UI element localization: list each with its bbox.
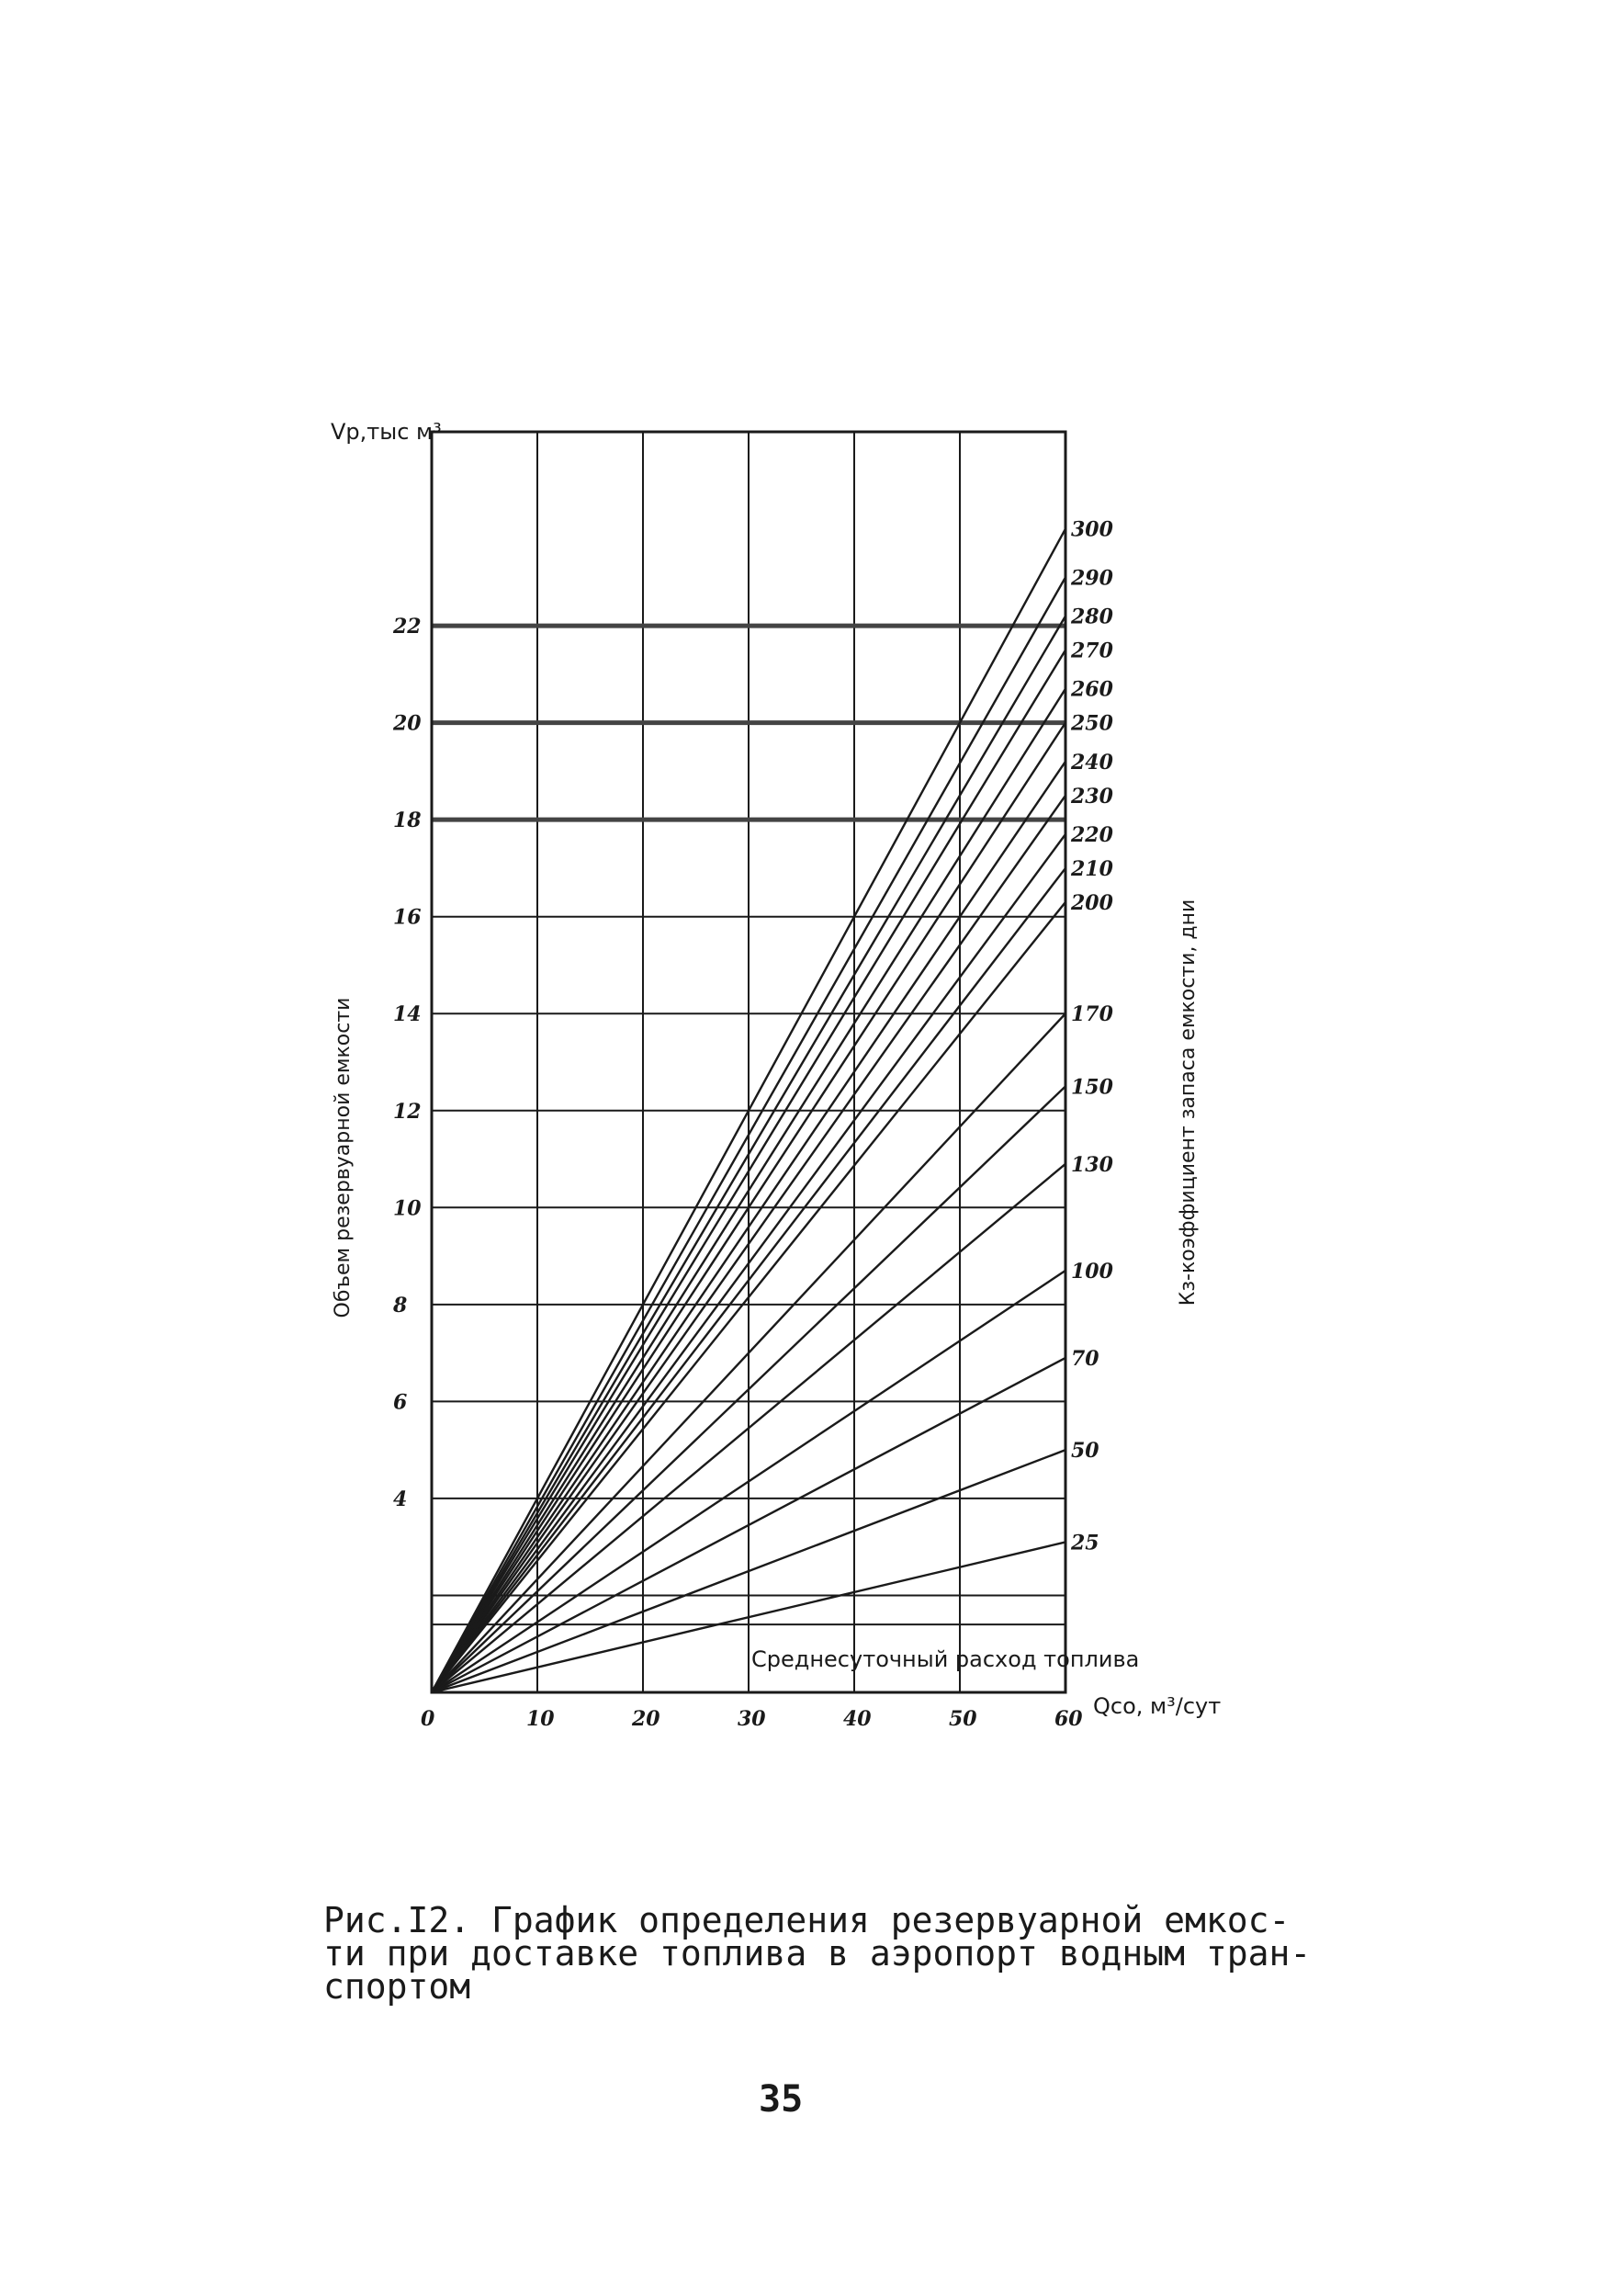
series-label-100: 100: [1071, 1260, 1114, 1284]
y-axis-label: Объем резервуарной емкости: [332, 998, 355, 1318]
series-line-280: [430, 615, 1067, 1693]
plot-frame-rect: [430, 430, 1067, 1694]
series-label-130: 130: [1071, 1153, 1114, 1177]
series-line-130: [431, 1162, 1066, 1693]
y-tick-label-22: 22: [392, 615, 422, 639]
series-line-270: [430, 649, 1067, 1693]
x-tick-label-40: 40: [843, 1707, 872, 1731]
caption-line-1: Рис.I2. График определения резервуарной …: [323, 1900, 1291, 1940]
series-line-170: [431, 1012, 1066, 1693]
series-line-150: [431, 1085, 1066, 1693]
series-line-240: [431, 761, 1066, 1693]
series-line-25: [431, 1541, 1066, 1694]
series-label-300: 300: [1071, 518, 1114, 542]
y-axis-title: Vр,тыс м³: [331, 419, 442, 445]
y-tick-label-18: 18: [393, 809, 422, 832]
series-label-250: 250: [1070, 712, 1114, 736]
x-tick-label-0: 0: [421, 1707, 435, 1731]
x-axis-label: Среднесуточный расход топлива: [751, 1646, 1139, 1672]
y-tick-label-14: 14: [393, 1002, 422, 1026]
x-tick-label-30: 30: [738, 1707, 766, 1731]
plot-frame: [430, 430, 1067, 1694]
series-labels: 25 50 70 100 130 150 170 200 210 220 230 240 250 260 2…: [1070, 518, 1114, 1555]
series-label-210: 210: [1070, 857, 1114, 881]
series-line-300: [430, 527, 1067, 1693]
y-tick-label-20: 20: [392, 712, 422, 736]
x-tick-label-10: 10: [526, 1707, 555, 1731]
series-label-270: 270: [1070, 639, 1114, 662]
series-line-260: [430, 688, 1067, 1693]
series-line-200: [431, 901, 1066, 1693]
series-label-230: 230: [1070, 785, 1114, 809]
series-label-240: 240: [1070, 751, 1114, 775]
figure-caption: Рис.I2. График определения резервуарной …: [323, 1900, 1312, 2007]
series-lines: [430, 527, 1067, 1694]
series-line-250: [430, 721, 1067, 1693]
y-tick-label-10: 10: [393, 1196, 422, 1220]
series-line-100: [431, 1269, 1066, 1693]
x-axis-title: Qсо, м³/сут: [1093, 1693, 1221, 1719]
series-label-290: 290: [1070, 566, 1114, 590]
series-label-220: 220: [1070, 823, 1114, 847]
series-label-70: 70: [1071, 1347, 1099, 1371]
x-tick-label-60: 60: [1054, 1707, 1083, 1731]
series-line-290: [430, 576, 1067, 1693]
x-tick-label-20: 20: [631, 1707, 660, 1731]
grid: [432, 432, 1065, 1692]
y-tick-label-16: 16: [393, 906, 422, 930]
series-label-260: 260: [1070, 678, 1114, 702]
y-tick-label-6: 6: [393, 1390, 407, 1414]
series-label-280: 280: [1070, 605, 1114, 629]
x-tick-label-50: 50: [949, 1707, 977, 1731]
series-line-230: [431, 795, 1066, 1693]
series-label-150: 150: [1071, 1075, 1114, 1099]
page-number: 35: [759, 2078, 804, 2121]
series-line-70: [431, 1356, 1066, 1694]
series-label-25: 25: [1070, 1531, 1099, 1555]
right-axis-label: Кз-коэффициент запаса емкости, дни: [1177, 899, 1200, 1306]
tick-labels: 0 10 20 30 40 50 60 4 6 8 10 12 14 16 18 20 22: [392, 615, 1083, 1731]
caption-line-2: ти при доставке топлива в аэропорт водны…: [323, 1933, 1312, 1974]
series-label-170: 170: [1071, 1002, 1114, 1026]
series-line-210: [431, 867, 1066, 1693]
y-tick-label-12: 12: [393, 1100, 422, 1124]
caption-line-3: спортом: [323, 1966, 471, 2007]
series-label-200: 200: [1070, 891, 1114, 915]
y-tick-label-4: 4: [393, 1487, 407, 1511]
y-tick-label-8: 8: [392, 1294, 407, 1318]
series-line-50: [431, 1449, 1066, 1694]
series-label-50: 50: [1071, 1439, 1099, 1463]
series-line-220: [431, 833, 1066, 1693]
